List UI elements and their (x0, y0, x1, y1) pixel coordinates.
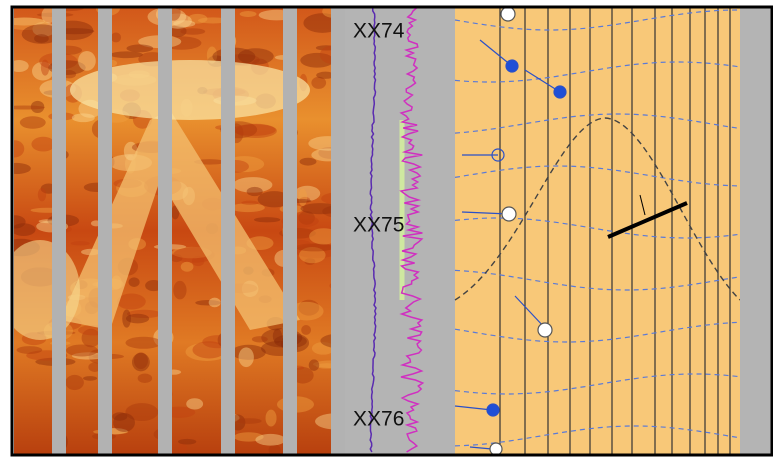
texture-blob (273, 329, 282, 343)
right-margin (740, 8, 773, 454)
texture-blob (181, 28, 206, 35)
texture-blob (78, 51, 96, 71)
texture-blob (66, 344, 98, 356)
texture-blob (117, 294, 146, 310)
borehole-image (0, 0, 363, 456)
texture-blob (247, 187, 263, 196)
texture-blob (125, 337, 161, 349)
texture-blob (239, 347, 254, 367)
depth-label: XX76 (353, 408, 404, 431)
texture-blob (132, 353, 150, 372)
texture-blob (209, 298, 221, 308)
dip-track (455, 8, 740, 454)
texture-blob (71, 241, 90, 245)
texture-blob (126, 44, 153, 52)
texture-blob (254, 217, 280, 222)
texture-blob (113, 413, 135, 432)
texture-blob (309, 359, 319, 370)
texture-blob (126, 314, 149, 324)
texture-blob (72, 113, 95, 122)
texture-blob (38, 188, 46, 201)
texture-blob (298, 189, 307, 206)
texture-blob (129, 277, 140, 287)
texture-blob (266, 410, 277, 427)
texture-blob (31, 137, 55, 152)
texture-blob (301, 325, 311, 335)
texture-blob (138, 374, 152, 384)
texture-blob (110, 51, 143, 58)
texture-blob (20, 116, 46, 129)
texture-blob (186, 398, 203, 409)
texture-blob (181, 262, 194, 272)
depth-label: XX74 (353, 20, 405, 43)
texture-blob (17, 346, 43, 354)
texture-blob (173, 281, 186, 300)
texture-blob (252, 336, 268, 342)
texture-blob (240, 11, 257, 17)
texture-blob (83, 376, 97, 381)
texture-blob (241, 201, 258, 205)
depth-label: XX75 (353, 214, 404, 237)
texture-blob (255, 434, 285, 446)
well-log-figure: XX74 XX75 XX76 (0, 0, 773, 461)
texture-blob (178, 443, 187, 454)
texture-blob (65, 375, 84, 390)
page: XX74 XX75 XX76 (() => { const data = JSO… (0, 0, 773, 461)
texture-blob (111, 32, 121, 42)
texture-blob (236, 418, 261, 424)
texture-blob (300, 158, 317, 166)
texture-blob (178, 439, 196, 445)
